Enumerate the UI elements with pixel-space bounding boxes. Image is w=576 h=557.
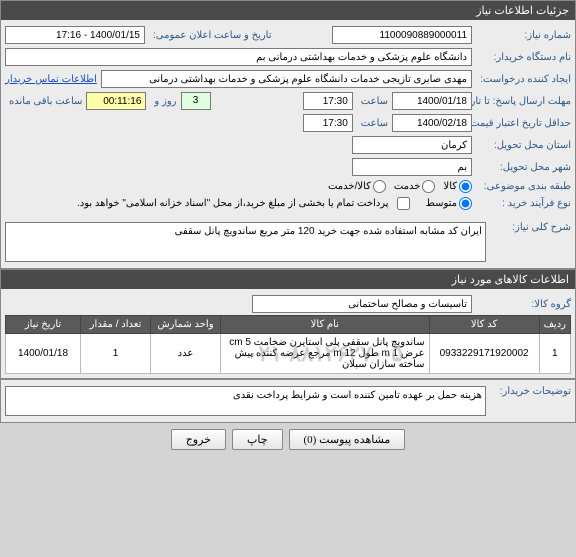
request-no-label: شماره نیاز: xyxy=(476,30,571,41)
button-row: مشاهده پیوست (0) چاپ خروج xyxy=(0,423,576,456)
table-header-row: ردیف کد کالا نام کالا واحد شمارش تعداد /… xyxy=(6,316,571,334)
cell-name: ساندویچ پانل سقفی پلی استایرن ضخامت 5 cm… xyxy=(221,334,430,374)
cell-row: 1 xyxy=(539,334,570,374)
province-field: کرمان xyxy=(352,136,472,154)
th-name: نام کالا xyxy=(221,316,430,334)
proc-medium-option[interactable]: متوسط xyxy=(426,197,472,210)
category-label: طبقه بندی موضوعی: xyxy=(476,181,571,192)
request-no-field: 1100090889000011 xyxy=(332,26,472,44)
th-qty: تعداد / مقدار xyxy=(81,316,151,334)
buyer-notes-field: هزینه حمل بر عهده تامین کننده است و شرای… xyxy=(5,386,486,416)
cat-both-option[interactable]: کالا/خدمت xyxy=(328,180,386,193)
hour-label-1: ساعت xyxy=(357,96,388,107)
proc-label: نوع فرآیند خرید : xyxy=(476,198,571,209)
city-field: بم xyxy=(352,158,472,176)
print-button[interactable]: چاپ xyxy=(232,429,283,450)
group-field: تاسیسات و مصالح ساختمانی xyxy=(252,295,472,313)
announce-label: تاریخ و ساعت اعلان عمومی: xyxy=(149,30,272,41)
price-deadline-label: حداقل تاریخ اعتبار قیمت: تا تاریخ: xyxy=(476,118,571,129)
hour-label-2: ساعت xyxy=(357,118,388,129)
cat-goods-option[interactable]: کالا xyxy=(443,180,472,193)
th-date: تاریخ نیاز xyxy=(6,316,81,334)
panel1-body: شماره نیاز: 1100090889000011 تاریخ و ساع… xyxy=(1,20,575,268)
notes-panel: توضیحات خریدار: هزینه حمل بر عهده تامین … xyxy=(0,379,576,423)
proc-radios: متوسط xyxy=(426,197,472,210)
cell-qty: 1 xyxy=(81,334,151,374)
items-table: ردیف کد کالا نام کالا واحد شمارش تعداد /… xyxy=(5,315,571,374)
creator-label: ایجاد کننده درخواست: xyxy=(476,74,571,85)
category-radios: کالا خدمت کالا/خدمت xyxy=(328,180,472,193)
resp-time-field: 17:30 xyxy=(303,92,353,110)
city-label: شهر محل تحویل: xyxy=(476,162,571,173)
th-code: کد کالا xyxy=(429,316,539,334)
table-row[interactable]: 1 0933229171920002 ساندویچ پانل سقفی پلی… xyxy=(6,334,571,374)
cat-goods-radio[interactable] xyxy=(459,180,472,193)
time-left-field: 00:11:16 xyxy=(86,92,146,110)
summary-field: ایران کد مشابه استفاده شده جهت خرید 120 … xyxy=(5,222,486,262)
th-unit: واحد شمارش xyxy=(151,316,221,334)
buyer-org-field: دانشگاه علوم پزشکی و خدمات بهداشتی درمان… xyxy=(5,48,472,66)
panel1-title: جزئیات اطلاعات نیاز xyxy=(1,1,575,20)
panel2-body: گروه کالا: تاسیسات و مصالح ساختمانی ردیف… xyxy=(1,289,575,378)
summary-label: شرح کلی نیاز: xyxy=(490,222,571,233)
buyer-org-label: نام دستگاه خریدار: xyxy=(476,52,571,63)
buyer-notes-label: توضیحات خریدار: xyxy=(490,386,571,397)
exit-button[interactable]: خروج xyxy=(171,429,226,450)
cat-service-option[interactable]: خدمت xyxy=(394,180,436,193)
resp-deadline-label: مهلت ارسال پاسخ: تا تاریخ: xyxy=(476,96,571,107)
contact-link[interactable]: اطلاعات تماس خریدار xyxy=(5,74,97,85)
days-left-field: 3 xyxy=(181,92,211,110)
requirement-info-panel: جزئیات اطلاعات نیاز شماره نیاز: 11000908… xyxy=(0,0,576,269)
announce-field: 1400/01/15 - 17:16 xyxy=(5,26,145,44)
cat-both-radio[interactable] xyxy=(373,180,386,193)
cell-unit: عدد xyxy=(151,334,221,374)
cat-service-radio[interactable] xyxy=(422,180,435,193)
days-label: روز و xyxy=(150,96,176,107)
cell-code: 0933229171920002 xyxy=(429,334,539,374)
view-attachment-button[interactable]: مشاهده پیوست (0) xyxy=(289,429,406,450)
price-date-field: 1400/02/18 xyxy=(392,114,472,132)
resp-date-field: 1400/01/18 xyxy=(392,92,472,110)
group-label: گروه کالا: xyxy=(476,299,571,310)
proc-medium-radio[interactable] xyxy=(459,197,472,210)
price-time-field: 17:30 xyxy=(303,114,353,132)
partial-pay-option[interactable]: پرداخت تمام یا بخشی از مبلغ خرید،از محل … xyxy=(77,197,410,210)
panel3-body: توضیحات خریدار: هزینه حمل بر عهده تامین … xyxy=(1,380,575,422)
th-row: ردیف xyxy=(539,316,570,334)
cell-date: 1400/01/18 xyxy=(6,334,81,374)
creator-field: مهدی صابری تازیجی خدمات دانشگاه علوم پزش… xyxy=(101,70,472,88)
time-left-suffix: ساعت باقی مانده xyxy=(5,96,82,107)
province-label: استان محل تحویل: xyxy=(476,140,571,151)
partial-pay-checkbox[interactable] xyxy=(397,197,410,210)
panel2-title: اطلاعات کالاهای مورد نیاز xyxy=(1,270,575,289)
items-panel: اطلاعات کالاهای مورد نیاز گروه کالا: تاس… xyxy=(0,269,576,379)
